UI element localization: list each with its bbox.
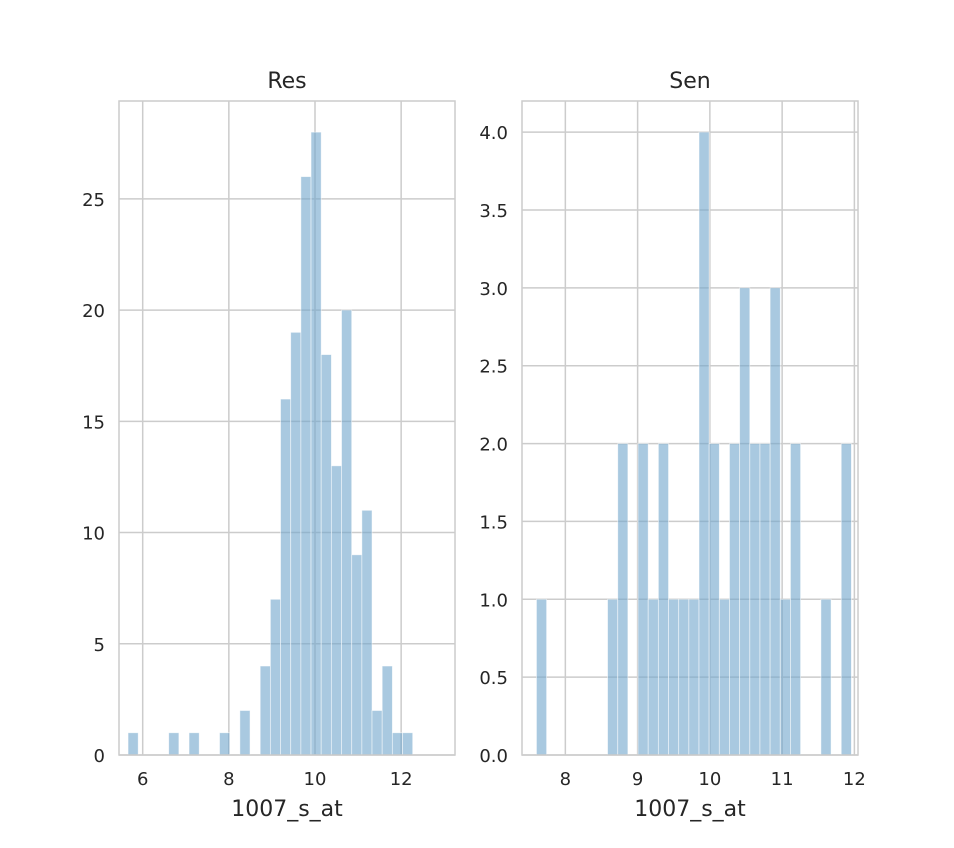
histogram-bar xyxy=(351,554,363,756)
histogram-bar xyxy=(330,465,342,756)
axes-frame xyxy=(521,100,859,756)
y-tick-label: 10 xyxy=(82,524,105,545)
y-tick-label: 2.0 xyxy=(479,435,508,456)
x-tick-label: 8 xyxy=(223,769,234,790)
histogram-bar xyxy=(536,598,548,756)
histogram-bar xyxy=(290,331,302,756)
histogram-bar xyxy=(647,598,659,756)
y-tick-label: 3.5 xyxy=(479,201,508,222)
histogram-bar xyxy=(708,443,720,756)
histogram-bar xyxy=(280,398,292,756)
axes-frame xyxy=(118,100,456,756)
y-tick-label: 0.5 xyxy=(479,668,508,689)
x-tick-label: 6 xyxy=(137,769,148,790)
histogram-bar xyxy=(259,665,271,756)
x-axis-label: 1007_s_at xyxy=(634,797,746,822)
y-tick-label: 15 xyxy=(82,412,105,433)
y-tick-label: 3.0 xyxy=(479,279,508,300)
x-tick-label: 10 xyxy=(698,769,721,790)
histogram-bar xyxy=(361,509,373,756)
x-tick-label: 11 xyxy=(771,769,794,790)
x-tick-label: 12 xyxy=(390,769,413,790)
histogram-bar xyxy=(219,732,231,756)
histogram-bar xyxy=(637,443,649,756)
histogram-sen: 8 9 10 11 12 0.0 0.5 1.0 1.5 2.0 2.5 3.0 3.5 4.0 Sen 10… xyxy=(479,69,865,822)
histogram-bar xyxy=(239,710,251,756)
chart-title: Res xyxy=(267,69,306,94)
histogram-bar xyxy=(607,598,619,756)
histogram-bar xyxy=(168,732,180,756)
histogram-bar xyxy=(269,598,281,756)
histogram-res: 6 8 10 12 0 5 10 15 20 25 Res 1007_s_at xyxy=(82,69,456,822)
histogram-bar xyxy=(668,598,680,756)
histogram-bar xyxy=(688,598,700,756)
histogram-bar xyxy=(739,287,751,756)
x-tick-label: 9 xyxy=(632,769,643,790)
histogram-bar xyxy=(759,443,771,756)
x-axis-label: 1007_s_at xyxy=(231,797,343,822)
histogram-bar xyxy=(678,598,690,756)
histogram-bar xyxy=(371,710,383,756)
histogram-bar xyxy=(779,598,791,756)
histogram-bar xyxy=(320,354,332,756)
histogram-bar xyxy=(657,443,669,756)
y-tick-label: 20 xyxy=(82,301,105,322)
bars xyxy=(127,131,414,756)
y-tick-label: 1.5 xyxy=(479,512,508,533)
histogram-bar xyxy=(698,131,710,756)
x-tick-label: 12 xyxy=(843,769,866,790)
histogram-bar xyxy=(391,732,403,756)
histogram-bar xyxy=(790,443,801,756)
histogram-bar xyxy=(188,732,200,756)
y-tick-label: 5 xyxy=(94,635,105,656)
histogram-bar xyxy=(402,732,414,756)
y-tick-label: 25 xyxy=(82,190,105,211)
histogram-bar xyxy=(341,309,353,756)
y-tick-label: 0.0 xyxy=(479,746,508,767)
histogram-bar xyxy=(749,443,761,756)
histogram-bar xyxy=(310,131,322,756)
histogram-bar xyxy=(718,598,730,756)
y-tick-label: 0 xyxy=(94,746,105,767)
y-tick-label: 2.5 xyxy=(479,357,508,378)
x-tick-label: 8 xyxy=(560,769,571,790)
y-tick-label: 4.0 xyxy=(479,123,508,144)
x-tick-label: 10 xyxy=(304,769,327,790)
histogram-bar xyxy=(820,598,832,756)
chart-title: Sen xyxy=(669,69,710,94)
histogram-bar xyxy=(617,443,629,756)
y-tick-label: 1.0 xyxy=(479,590,508,611)
histogram-bar xyxy=(300,176,312,756)
histogram-bar xyxy=(729,443,741,756)
histogram-bar xyxy=(840,443,852,756)
histogram-bar xyxy=(127,732,139,756)
histogram-bar xyxy=(381,665,393,756)
histogram-bar xyxy=(769,287,781,756)
